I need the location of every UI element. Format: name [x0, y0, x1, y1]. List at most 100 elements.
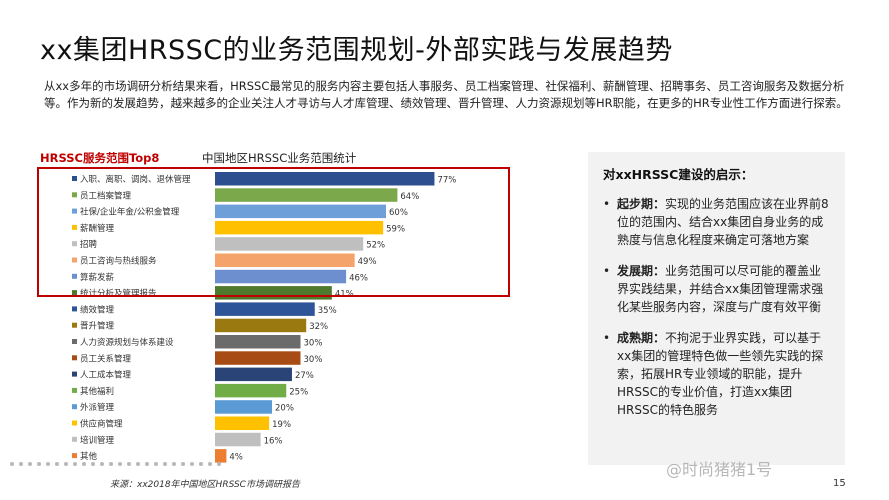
legend-label: 供应商管理 — [80, 419, 123, 430]
data-label: 41% — [335, 290, 354, 300]
bar — [215, 220, 384, 235]
insight-item-start: • 起步期：实现的业务范围应该在业界前8位的范围内、结合xx集团自身业务的成熟度与… — [603, 195, 833, 249]
source-note: 来源：xx2018年中国地区HRSSC市场调研报告 — [110, 480, 300, 490]
legend-label: 外派管理 — [80, 402, 115, 413]
dot-icon — [199, 462, 203, 466]
legend-swatch — [72, 273, 77, 279]
legend-label: 其他 — [80, 451, 98, 462]
legend-swatch — [72, 290, 77, 296]
legend-label: 晋升管理 — [80, 321, 115, 332]
legend-label: 绩效管理 — [80, 304, 115, 315]
legend-label: 社保/企业年金/公积金管理 — [80, 207, 180, 218]
legend-swatch — [72, 322, 77, 328]
dot-icon — [19, 462, 23, 466]
dot-icon — [127, 462, 131, 466]
bar — [215, 204, 386, 219]
top8-label: HRSSC服务范围Top8 — [40, 151, 160, 165]
dot-icon — [91, 462, 95, 466]
dot-icon — [181, 462, 185, 466]
bar — [215, 318, 307, 333]
legend-label: 薪酬管理 — [80, 223, 115, 234]
legend-label: 员工关系管理 — [80, 353, 132, 364]
data-label: 35% — [318, 306, 337, 316]
legend-swatch — [72, 192, 77, 198]
bar — [215, 416, 270, 430]
bar — [215, 449, 227, 463]
chart-title: 中国地区HRSSC业务范围统计 — [202, 151, 357, 165]
bar — [215, 367, 292, 382]
insight-panel: 对xxHRSSC建设的启示： • 起步期：实现的业务范围应该在业界前8位的范围内、… — [588, 152, 845, 465]
dot-icon — [46, 462, 50, 466]
bar — [215, 253, 355, 267]
legend-label: 入职、离职、调岗、退休管理 — [80, 174, 191, 185]
dot-icon — [163, 462, 167, 466]
dot-icon — [118, 462, 122, 466]
legend-swatch — [72, 339, 77, 344]
legend-swatch — [72, 387, 77, 393]
data-label: 46% — [349, 273, 368, 283]
dot-icon — [190, 462, 194, 466]
intro-paragraph: 从xx多年的市场调研分析结果来看，HRSSC最常见的服务内容主要包括人事服务、员… — [44, 79, 848, 110]
insight-label: 成熟期： — [617, 331, 666, 345]
data-label: 16% — [264, 436, 283, 446]
dot-icon — [37, 462, 41, 466]
dot-icon — [100, 462, 104, 466]
bullet-icon: • — [603, 264, 611, 278]
data-label: 4% — [229, 453, 243, 463]
legend-label: 招聘 — [80, 239, 98, 250]
decorative-dots — [10, 462, 221, 466]
legend-swatch — [72, 436, 77, 442]
insight-text: 不拘泥于业界实践，可以基于xx集团的管理特色做一些领先实践的探索，拓展HR专业领… — [617, 331, 824, 417]
dot-icon — [145, 462, 149, 466]
panel-title: 对xxHRSSC建设的启示： — [603, 167, 754, 182]
bullet-icon: • — [603, 197, 611, 211]
legend-label: 算薪发薪 — [80, 272, 115, 283]
page-number: 15 — [833, 478, 846, 489]
data-label: 27% — [295, 371, 314, 381]
data-label: 64% — [400, 192, 419, 202]
legend-swatch — [72, 306, 77, 312]
bar — [215, 302, 315, 316]
dot-icon — [10, 462, 14, 466]
bar-chart: 入职、离职、调岗、退休管理 77% 员工档案管理 64% 社保/企业年金/公积金管理 60… — [72, 172, 456, 463]
legend-label: 其他福利 — [80, 386, 114, 397]
legend-label: 人工成本管理 — [80, 370, 132, 381]
bullet-icon: • — [603, 331, 611, 345]
bar — [215, 188, 398, 202]
legend-swatch — [72, 355, 77, 361]
bar — [215, 172, 435, 186]
data-label: 60% — [389, 208, 408, 218]
dot-icon — [217, 462, 221, 466]
dot-icon — [136, 462, 140, 466]
bar — [215, 269, 347, 284]
insight-text: 实现的业务范围应该在业界前8位的范围内、结合xx集团自身业务的成熟度与信息化程度… — [617, 197, 829, 247]
data-label: 77% — [437, 176, 456, 186]
dot-icon — [55, 462, 59, 466]
legend-label: 培训管理 — [80, 435, 115, 446]
dot-icon — [64, 462, 68, 466]
dot-icon — [172, 462, 176, 466]
legend-swatch — [72, 404, 77, 410]
legend-label: 统计分析及管理报告 — [80, 288, 157, 299]
insight-label: 起步期： — [617, 197, 666, 211]
legend-swatch — [72, 224, 77, 230]
dot-icon — [28, 462, 32, 466]
data-label: 49% — [358, 257, 377, 267]
legend-swatch — [72, 420, 77, 426]
legend-swatch — [72, 176, 77, 181]
legend-swatch — [72, 241, 77, 247]
legend-swatch — [72, 453, 77, 459]
legend-swatch — [72, 257, 77, 263]
watermark: @时尚猪猪1号 — [666, 460, 773, 479]
data-label: 20% — [275, 404, 294, 414]
dot-icon — [109, 462, 113, 466]
dot-icon — [154, 462, 158, 466]
insight-item-growth: • 发展期：业务范围可以尽可能的覆盖业界实践结果，并结合xx集团管理需求强化某些服… — [603, 262, 833, 316]
data-label: 25% — [289, 387, 308, 397]
data-label: 52% — [366, 241, 385, 251]
bar — [215, 400, 272, 414]
legend-swatch — [72, 208, 77, 214]
data-label: 30% — [304, 355, 323, 365]
legend-swatch — [72, 371, 77, 377]
legend-label: 员工档案管理 — [80, 190, 132, 201]
